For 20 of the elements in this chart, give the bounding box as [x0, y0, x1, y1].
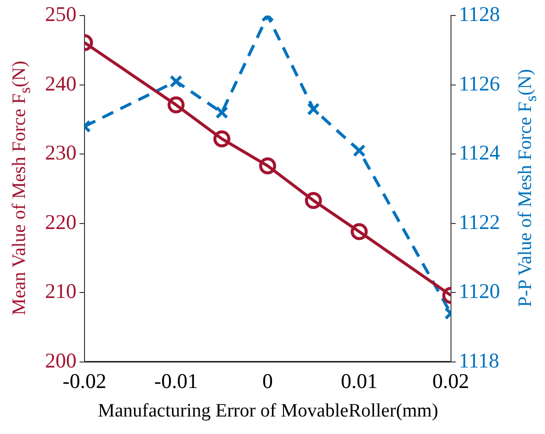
y-tick-label: 230: [45, 140, 76, 165]
point: [306, 102, 320, 116]
point: [304, 192, 322, 209]
y-tick-label: 210: [45, 279, 76, 304]
y2-tick-label: 1122: [458, 210, 500, 234]
x-tick-label: -0.01: [154, 368, 198, 393]
y2-tick-label: 1126: [458, 71, 500, 96]
y-tick-label: 240: [45, 71, 76, 96]
point: [215, 106, 228, 119]
point: [259, 157, 276, 174]
y2-tick-label: 1128: [458, 2, 500, 26]
point: [213, 130, 230, 148]
y2-tick-label: 1124: [458, 140, 500, 165]
x-tick-label: 0: [262, 368, 273, 393]
x-tick-label: 0.01: [340, 368, 378, 393]
x-axis-title: Manufacturing Error of MovableRoller(mm): [98, 400, 438, 422]
y-tick-label: 250: [45, 2, 76, 26]
y-tick-label: 220: [45, 210, 76, 234]
point: [170, 74, 183, 88]
y2-tick-label: 1120: [458, 279, 500, 304]
